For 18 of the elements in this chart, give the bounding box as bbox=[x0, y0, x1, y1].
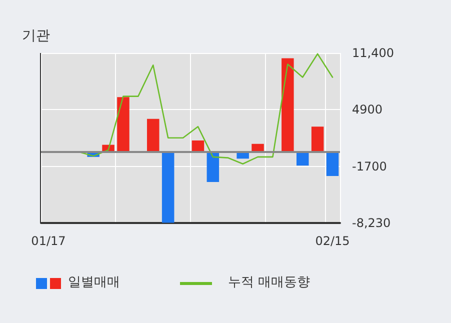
y-tick-label: 11,400 bbox=[352, 46, 394, 60]
bar bbox=[326, 152, 339, 176]
bar bbox=[311, 126, 324, 152]
legend-label: 누적 매매동향 bbox=[228, 275, 310, 290]
bar bbox=[162, 152, 174, 223]
y-tick-label: -8,230 bbox=[352, 216, 391, 230]
x-tick-label: 01/17 bbox=[31, 234, 66, 248]
bar bbox=[252, 144, 264, 152]
bar bbox=[282, 58, 294, 152]
bar bbox=[117, 97, 130, 152]
x-tick-label: 02/15 bbox=[315, 234, 350, 248]
y-tick-label: 4900 bbox=[352, 102, 383, 116]
bar bbox=[146, 118, 160, 152]
y-tick-label: -1700 bbox=[352, 159, 387, 174]
bar bbox=[206, 152, 220, 182]
bar bbox=[192, 140, 204, 152]
chart-title: 기관 bbox=[22, 28, 50, 44]
legend-label: 일별매매 bbox=[68, 275, 120, 290]
